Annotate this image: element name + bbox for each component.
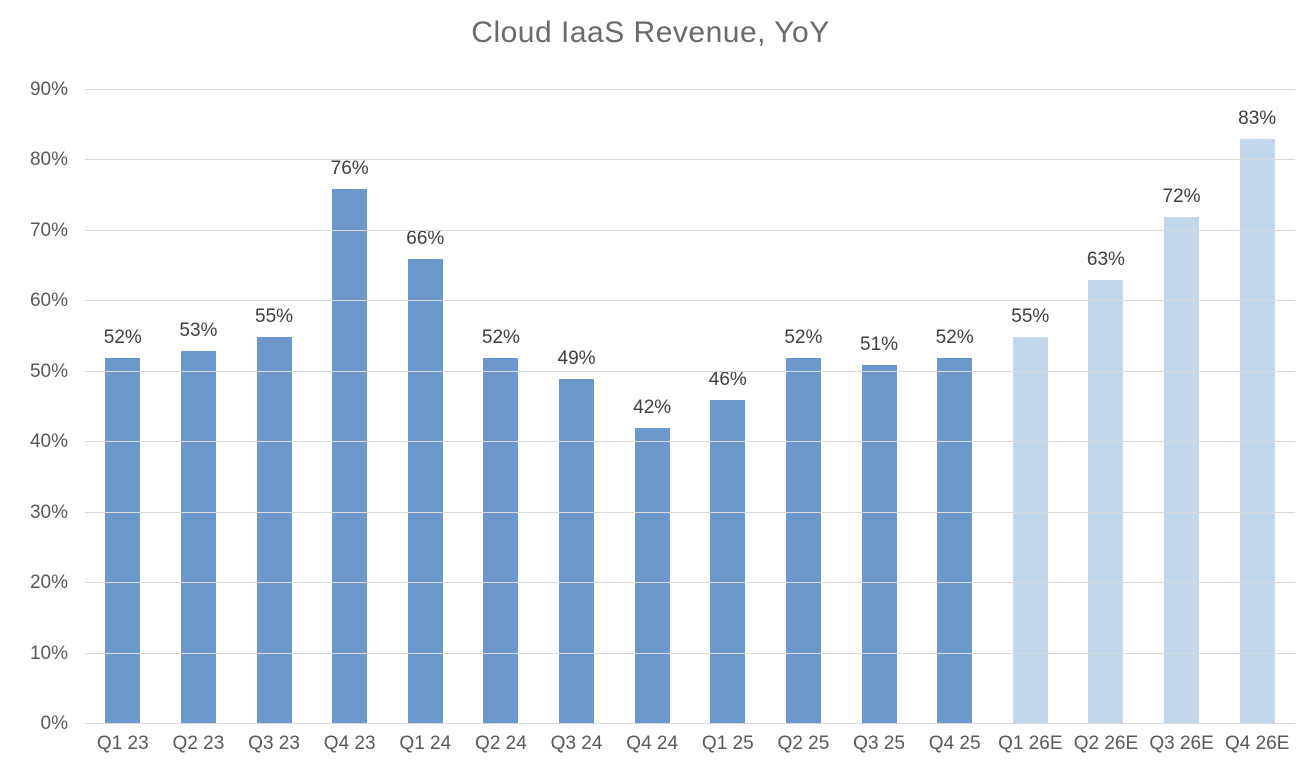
gridline — [85, 370, 1295, 372]
bar-estimate — [1088, 280, 1124, 724]
x-tick-label: Q3 25 — [853, 733, 905, 754]
x-tick-label: Q1 23 — [96, 733, 149, 754]
bar-actual — [332, 188, 368, 724]
bar-column: 46% — [690, 90, 766, 724]
bar-value-label: 51% — [860, 333, 899, 355]
x-tick-label: Q4 23 — [323, 733, 376, 754]
bar-value-label: 52% — [481, 326, 520, 348]
bar-value-label: 66% — [406, 228, 445, 250]
chart-title: Cloud IaaS Revenue, YoY — [471, 16, 830, 49]
bar-column: 55% — [236, 90, 312, 724]
y-tick-label: 30% — [29, 501, 68, 523]
bar-column: 42% — [614, 90, 690, 724]
gridline — [85, 441, 1295, 443]
bar-actual — [861, 364, 897, 724]
bar-value-label: 55% — [1011, 305, 1050, 327]
bar-value-label: 46% — [708, 368, 747, 390]
bar-estimate — [1164, 216, 1200, 724]
x-tick-label: Q3 23 — [248, 733, 300, 754]
y-tick-label: 10% — [29, 642, 68, 664]
bar-value-label: 52% — [103, 326, 142, 348]
bar-value-label: 63% — [1086, 249, 1125, 271]
bar-column: 49% — [539, 90, 615, 724]
bar-column: 72% — [1144, 90, 1220, 724]
bar-actual — [937, 357, 973, 724]
bar-column: 53% — [161, 90, 237, 724]
bar-value-label: 83% — [1238, 108, 1277, 130]
bar-value-label: 52% — [935, 326, 974, 348]
gridline — [85, 652, 1295, 654]
y-tick-label: 0% — [40, 713, 68, 734]
bar-value-label: 76% — [330, 157, 369, 179]
bar-column: 52% — [766, 90, 842, 724]
gridline — [85, 582, 1295, 584]
bar-column: 51% — [841, 90, 917, 724]
bar-column: 52% — [463, 90, 539, 724]
bar-actual — [256, 336, 292, 724]
bar-actual — [710, 399, 746, 724]
x-tick-label: Q3 24 — [550, 733, 603, 754]
x-tick-label: Q1 24 — [399, 733, 452, 754]
x-tick-label: Q1 26E — [998, 733, 1063, 754]
gridline — [85, 159, 1295, 161]
x-tick-label: Q2 25 — [777, 733, 830, 754]
y-tick-label: 80% — [29, 149, 68, 171]
y-tick-label: 90% — [29, 79, 68, 100]
bar-column: 55% — [993, 90, 1069, 724]
bar-actual — [180, 350, 216, 724]
bar-column: 52% — [917, 90, 993, 724]
x-tick-label: Q4 24 — [626, 733, 679, 754]
y-tick-label: 40% — [29, 431, 68, 453]
bar-actual — [559, 378, 595, 724]
bar-estimate — [1012, 336, 1048, 724]
bar-column: 66% — [388, 90, 464, 724]
x-axis-line — [85, 723, 1295, 724]
gridline — [85, 89, 1295, 90]
bar-value-label: 72% — [1162, 185, 1201, 207]
bar-value-label: 49% — [557, 347, 596, 369]
bar-value-label: 55% — [255, 305, 294, 327]
x-tick-label: Q2 26E — [1073, 733, 1139, 754]
y-tick-label: 60% — [29, 290, 68, 312]
bars-row: 52% 53% 55% 76% 66% 52% 49% 42% 46% 52% 51% 52% 55% 6… — [85, 90, 1295, 724]
bar-column: 83% — [1219, 90, 1295, 724]
plot-area: 52% 53% 55% 76% 66% 52% 49% 42% 46% 52% 51% 52% 55% 6… — [85, 89, 1295, 724]
y-tick-label: 50% — [29, 360, 68, 382]
x-tick-label: Q4 25 — [928, 733, 981, 754]
gridline — [85, 300, 1295, 302]
bar-actual — [105, 357, 141, 724]
bar-actual — [634, 428, 670, 724]
x-tick-label: Q3 26E — [1149, 733, 1214, 754]
bar-column: 76% — [312, 90, 388, 724]
x-tick-label: Q2 24 — [475, 733, 527, 754]
bar-estimate — [1239, 139, 1275, 724]
bar-column: 63% — [1068, 90, 1144, 724]
gridline — [85, 511, 1295, 513]
x-tick-label: Q1 25 — [701, 733, 754, 754]
bar-actual — [483, 357, 519, 724]
y-axis: 0% 10% 20% 30% 40% 50% 60% 70% 80% 90% — [0, 79, 78, 734]
bar-actual — [407, 259, 443, 724]
bar-value-label: 52% — [784, 326, 823, 348]
bar-actual — [785, 357, 821, 724]
x-tick-label: Q2 23 — [172, 733, 225, 754]
x-axis: Q1 23 Q2 23 Q3 23 Q4 23 Q1 24 Q2 24 Q3 24 Q4 24… — [85, 733, 1295, 755]
y-tick-label: 20% — [29, 572, 68, 594]
bar-column: 52% — [85, 90, 161, 724]
gridline — [85, 229, 1295, 231]
bar-value-label: 42% — [633, 397, 672, 419]
bar-value-label: 53% — [179, 319, 218, 341]
x-tick-label: Q4 26E — [1224, 733, 1290, 754]
y-tick-label: 70% — [29, 219, 68, 241]
